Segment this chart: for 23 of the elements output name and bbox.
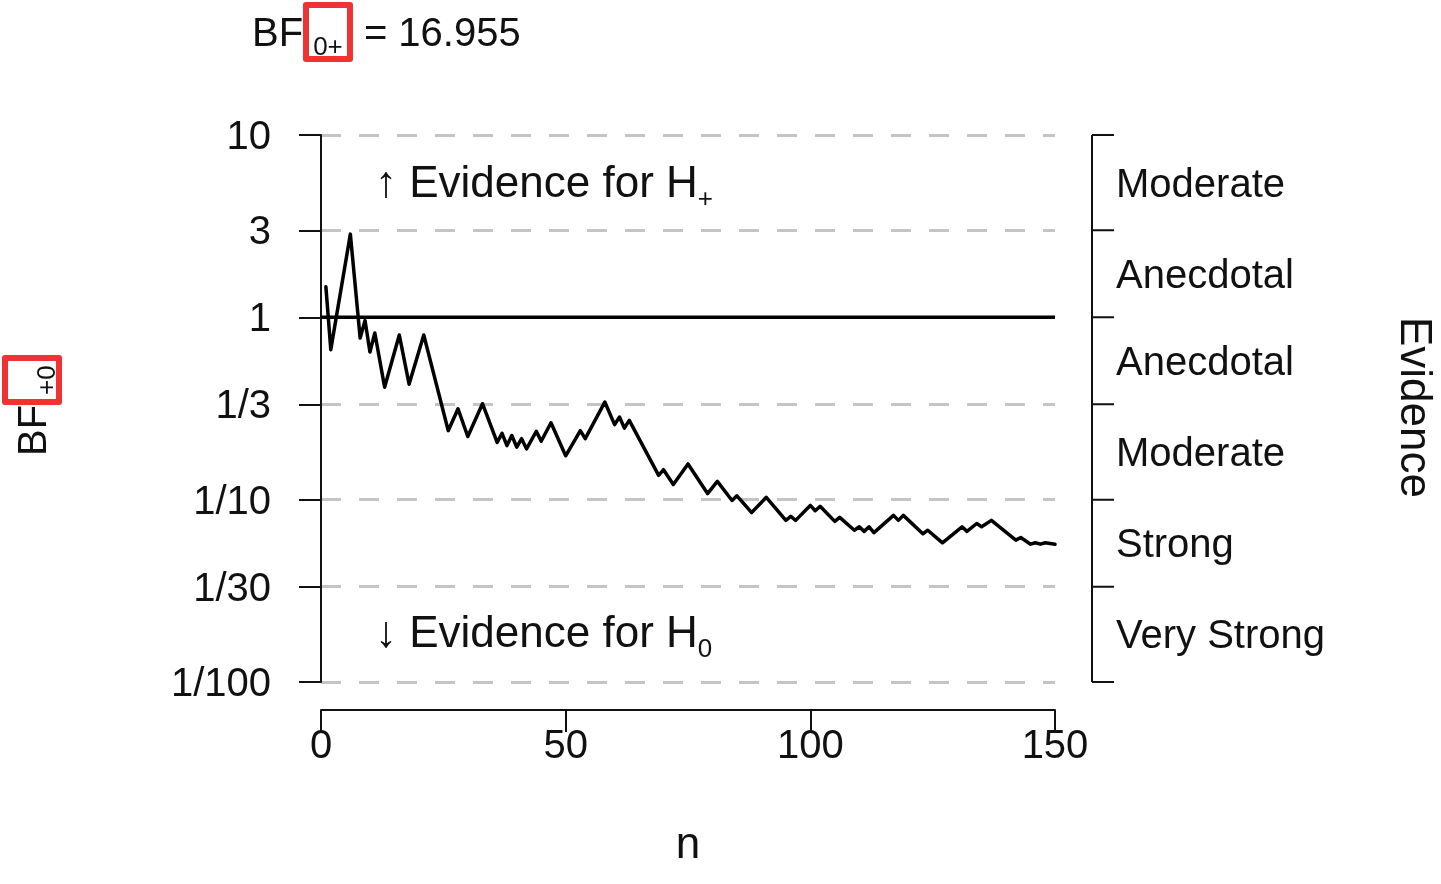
x-tick-label: 100 <box>776 722 844 766</box>
highlight-outline: +0 <box>2 354 62 405</box>
text: Anecdotal <box>1116 251 1294 296</box>
y-tick-label: 1/100 <box>170 660 271 704</box>
text: Strong <box>1116 521 1234 566</box>
x-tick-label: 150 <box>1021 722 1089 766</box>
y-tick-label: 3 <box>248 208 271 253</box>
text: Very Strong <box>1116 612 1326 657</box>
y-tick-label: 10 <box>226 113 271 157</box>
highlight-outline: 0+ <box>303 2 353 62</box>
text: Moderate <box>1116 430 1285 474</box>
y-tick-label: 1/10 <box>193 477 271 522</box>
text: Evidence <box>1392 316 1441 498</box>
y-tick-label: 1/30 <box>193 564 271 609</box>
x-axis-title: n <box>675 817 701 867</box>
annotation: ↑ Evidence for H$_{+}$ <box>375 157 713 213</box>
x-tick-label: 50 <box>543 722 588 766</box>
annotation: ↓ Evidence for H$_{0}$ <box>375 607 713 663</box>
text: Anecdotal <box>1116 338 1294 383</box>
x-tick-label: 0 <box>309 722 333 766</box>
y-tick-label: 1/3 <box>215 382 271 427</box>
text: Moderate <box>1116 160 1285 205</box>
y-tick-label: 1 <box>248 295 271 340</box>
